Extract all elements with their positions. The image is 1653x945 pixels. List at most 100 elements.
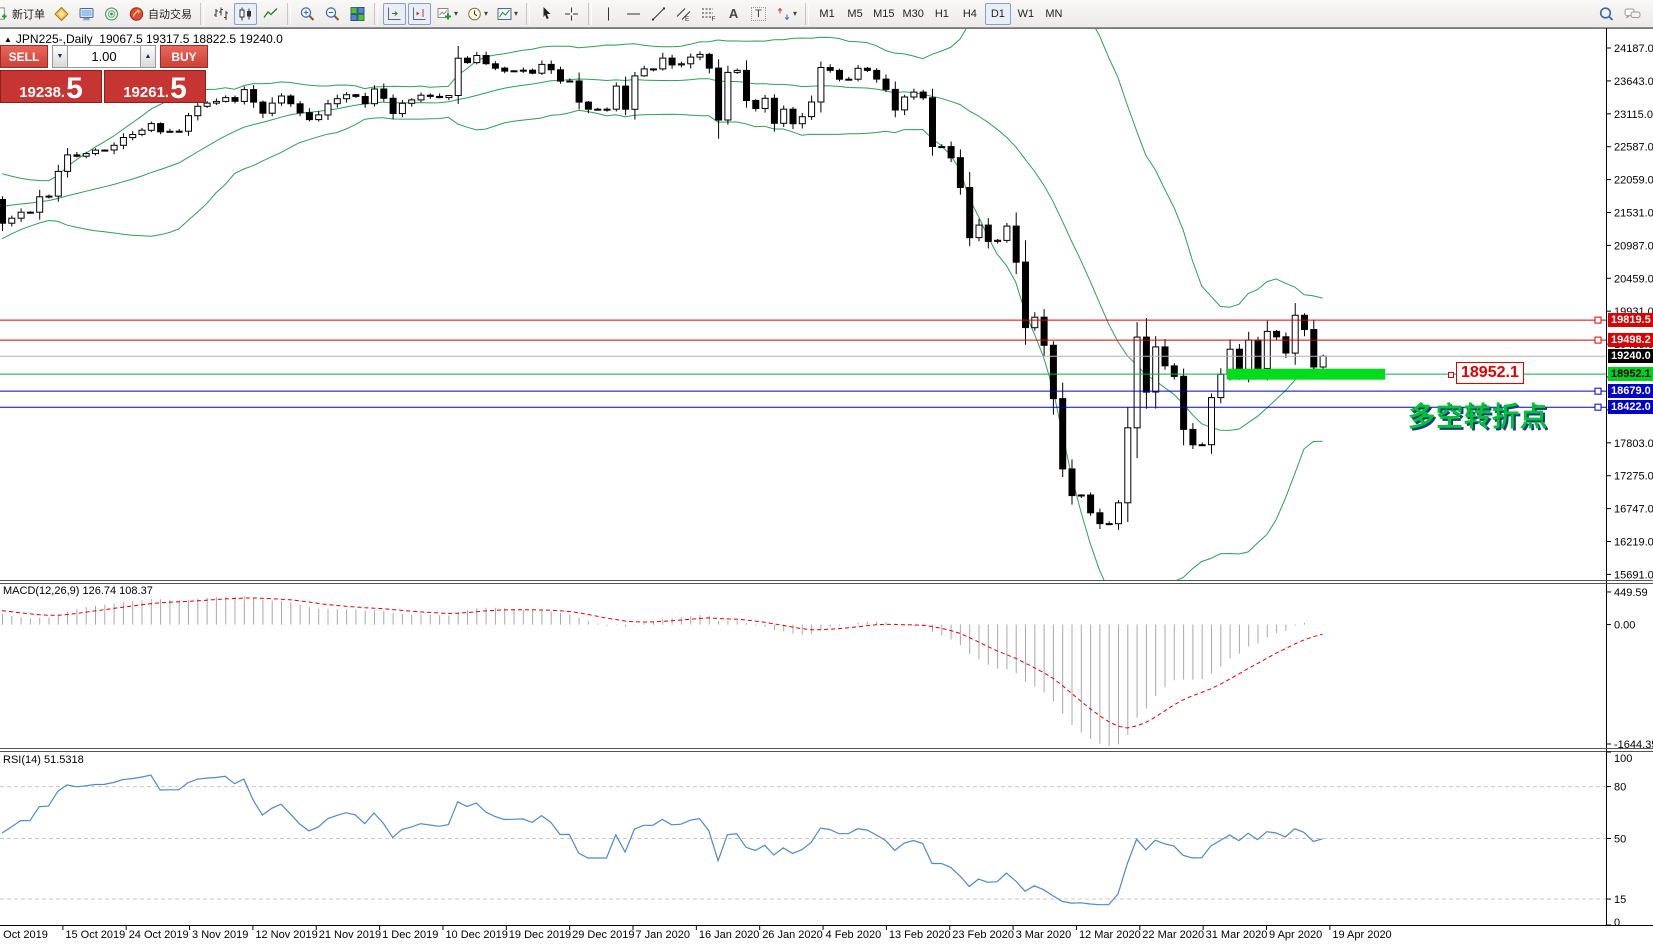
date-axis-label: 12 Nov 2019 [255,929,318,941]
date-axis-label: 19 Apr 2020 [1332,929,1392,941]
ohlc-values: 19067.5 19317.5 18822.5 19240.0 [99,32,283,46]
chevron-down-icon: ▾ [454,9,459,18]
channel-icon: E [675,6,692,22]
clock-icon [466,6,483,22]
timeframe-MN[interactable]: MN [1041,3,1067,25]
equidistant-channel-tool-button[interactable]: E [672,3,695,25]
timeframe-W1[interactable]: W1 [1013,3,1039,25]
date-axis-label: 29 Dec 2019 [572,929,635,941]
collapse-triangle-icon: ▲ [4,35,12,44]
sell-button[interactable]: SELL [0,45,48,68]
candlestick-chart-icon [237,6,254,22]
strategy-tester-icon [103,6,120,22]
vertical-line-tool-button[interactable] [597,3,620,25]
main-price-pane [0,29,1606,580]
date-axis-label: 3 Nov 2019 [192,929,249,941]
chevron-down-icon: ▾ [514,9,519,18]
chart-shift-button[interactable] [408,2,431,25]
timeframe-M1[interactable]: M1 [814,3,840,25]
text-label-tool-button[interactable]: T [747,3,770,25]
autoscroll-button[interactable] [383,2,406,25]
date-axis-label: 7 Jan 2020 [635,929,690,941]
chart-title: ▲ JPN225-,Daily 19067.5 19317.5 18822.5 1… [4,32,283,46]
sell-price-small-digits: 19238. [19,83,66,101]
new-chart-icon [436,6,453,22]
strategy-tester-button[interactable] [100,3,123,25]
date-axis-label: 19 Dec 2019 [508,929,572,941]
price-line-label: 19819.5 [1608,313,1653,327]
zoom-in-button[interactable] [296,3,319,25]
terminal-button[interactable] [75,3,98,25]
cursor-icon [538,6,555,22]
svg-text:22587.0: 22587.0 [1614,142,1653,154]
date-axis-label: 15 Oct 2019 [65,929,126,941]
autotrading-icon [128,6,145,22]
svg-text:23643.0: 23643.0 [1614,76,1653,88]
navigator-button[interactable] [50,3,73,25]
volume-input[interactable]: 1.00 [68,45,140,68]
search-button[interactable] [1595,3,1618,25]
horizontal-line-icon [625,6,642,22]
arrows-tool-button[interactable]: ▾ [772,3,800,25]
toolbar-separator [287,2,291,25]
svg-text:20459.0: 20459.0 [1614,273,1653,285]
date-axis-label: 24 Oct 2019 [128,929,189,941]
new-chart-button[interactable]: ▾ [433,3,461,25]
candlestick-chart-button[interactable] [234,2,257,25]
date-axis-label: 12 Mar 2020 [1078,929,1141,941]
toolbar-separator [588,2,593,25]
volume-increase-button[interactable]: ▲ [140,45,156,68]
price-annotation-label[interactable]: 18952.1 [1456,362,1524,384]
buy-button[interactable]: BUY [160,45,208,68]
sell-price-big-digit: 5 [66,72,83,105]
chevron-down-icon: ▾ [484,9,489,18]
bar-chart-button[interactable] [209,3,232,25]
chat-button[interactable] [1620,3,1645,25]
buy-price-display[interactable]: 19261. 5 [104,70,206,104]
text-label-tool-icon: T [751,6,766,21]
volume-decrease-button[interactable]: ▼ [52,45,68,68]
new-order-button[interactable]: 新订单 [0,3,48,25]
fibonacci-tool-button[interactable]: F [697,3,720,25]
timeframe-toolbar: M1 M5 M15 M30 H1 H4 D1 W1 MN [813,2,1068,25]
timeframe-H4[interactable]: H4 [957,3,983,25]
price-line-label: 18422.0 [1608,400,1653,414]
date-axis-label: 16 Jan 2020 [698,929,760,941]
crosshair-tool-button[interactable] [560,3,583,25]
date-axis-label: 22 Mar 2020 [1142,929,1205,941]
sell-price-display[interactable]: 19238. 5 [0,70,102,105]
horizontal-line-tool-button[interactable] [622,3,645,25]
svg-text:15: 15 [1614,894,1626,906]
periodicity-button[interactable]: ▾ [463,3,491,25]
toolbar-separator [374,2,378,25]
autotrading-button[interactable]: 自动交易 [125,3,195,25]
zoom-out-button[interactable] [321,3,344,25]
svg-text:80: 80 [1614,782,1626,794]
svg-text:15691.0: 15691.0 [1614,569,1653,581]
autotrading-label: 自动交易 [148,8,192,21]
svg-text:449.59: 449.59 [1614,587,1648,599]
price-line-label: 18952.1 [1608,367,1653,381]
symbol-period-label: JPN225-,Daily [15,32,93,46]
template-chart-icon [496,6,513,22]
templates-button[interactable]: ▾ [493,3,521,25]
trendline-tool-button[interactable] [647,3,670,25]
date-axis-label: 13 Feb 2020 [888,929,951,941]
timeframe-H1[interactable]: H1 [929,3,955,25]
annotation-anchor-square[interactable] [1448,372,1454,378]
svg-text:17803.0: 17803.0 [1614,438,1653,450]
cursor-tool-button[interactable] [535,3,558,25]
turning-point-text[interactable]: 多空转折点 [1408,402,1548,433]
timeframe-M5[interactable]: M5 [842,3,868,25]
line-chart-button[interactable] [259,3,282,25]
timeframe-D1[interactable]: D1 [984,2,1011,25]
timeframe-M15[interactable]: M15 [870,3,897,25]
tile-windows-button[interactable] [346,3,369,25]
svg-text:-1644.35: -1644.35 [1614,739,1653,751]
buy-price-small-digits: 19261. [123,83,170,101]
svg-text:21531.0: 21531.0 [1614,208,1653,220]
text-tool-button[interactable]: A [722,3,745,25]
timeframe-M30[interactable]: M30 [899,3,926,25]
toolbar-separator [805,2,810,25]
